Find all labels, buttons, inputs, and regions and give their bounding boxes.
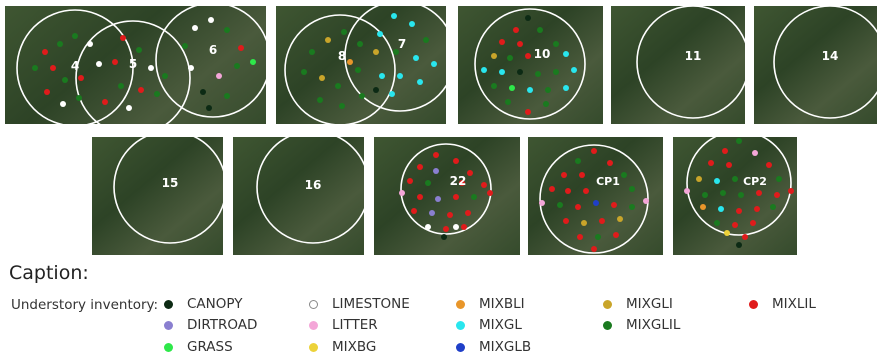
legend-dot — [309, 320, 318, 330]
plot-label: 10 — [534, 47, 551, 61]
dots-group — [481, 15, 577, 115]
legend-label: LIMESTONE — [332, 296, 410, 312]
plot-panel-8-7: 8 7 — [276, 6, 446, 124]
legend-item-mixglil: MIXGLIL — [603, 316, 680, 334]
dots-group — [539, 148, 649, 252]
plot-panel-cp2: CP2 — [673, 137, 797, 255]
legend-label: CANOPY — [187, 296, 243, 312]
plot-label: 22 — [450, 174, 467, 188]
dots-group — [684, 138, 794, 248]
legend-label: GRASS — [187, 339, 233, 355]
satellite-image: 8 7 — [284, 6, 446, 124]
plot-panel-22: 22 — [374, 137, 520, 255]
plot-label: 7 — [398, 37, 406, 51]
plot-panel-10: 10 — [458, 6, 603, 124]
legend-label: MIXBLI — [479, 296, 525, 312]
legend-dot — [603, 299, 612, 309]
satellite-image: 14 — [773, 6, 877, 119]
legend-label: LITTER — [332, 317, 378, 333]
plot-label: 14 — [822, 49, 839, 63]
satellite-image: 15 — [113, 137, 223, 244]
plot-label: 6 — [209, 43, 217, 57]
legend-dot — [309, 342, 318, 352]
plot-label: CP1 — [596, 175, 620, 188]
legend-item-dirtroad: DIRTROAD — [164, 316, 257, 334]
legend-dot — [456, 342, 465, 352]
legend-dot — [456, 299, 465, 309]
legend-dot — [309, 299, 318, 309]
legend-item-litter: LITTER — [309, 316, 378, 334]
caption-title: Caption: — [9, 262, 89, 284]
plot-label: 16 — [305, 178, 322, 192]
legend-label: MIXGLB — [479, 339, 532, 355]
satellite-image: CP2 — [684, 137, 794, 248]
satellite-image: 11 — [636, 6, 745, 119]
legend-item-mixglb: MIXGLB — [456, 338, 531, 356]
plot-panel-15: 15 — [92, 137, 223, 255]
legend-item-mixlil: MIXLIL — [749, 295, 816, 313]
legend-dot — [456, 320, 465, 330]
plot-label: 5 — [129, 57, 137, 71]
dots-group — [301, 13, 437, 109]
legend-label: MIXGLIL — [626, 317, 681, 333]
satellite-image: 4 5 6 — [16, 6, 266, 124]
legend-dot — [164, 342, 173, 352]
legend-label: MIXLIL — [772, 296, 816, 312]
legend-dot — [749, 299, 758, 309]
plot-panel-11: 11 — [611, 6, 745, 124]
legend-item-mixgl: MIXGL — [456, 316, 522, 334]
legend-item-mixbg: MIXBG — [309, 338, 376, 356]
legend-dot — [164, 320, 173, 330]
satellite-image: 10 — [474, 8, 586, 120]
plot-panel-4-5-6: 4 5 6 — [5, 6, 266, 124]
plot-panel-16: 16 — [233, 137, 364, 255]
legend-item-mixbli: MIXBLI — [456, 295, 525, 313]
legend-label: MIXGLI — [626, 296, 673, 312]
satellite-image: 16 — [256, 137, 364, 244]
legend-item-mixgli: MIXGLI — [603, 295, 673, 313]
plot-label: 8 — [338, 49, 346, 63]
plot-label: 15 — [162, 176, 179, 190]
satellite-image: CP1 — [539, 144, 649, 254]
dots-group — [32, 17, 256, 111]
satellite-image: 22 — [399, 143, 493, 240]
legend-item-grass: GRASS — [164, 338, 233, 356]
legend-dot — [603, 320, 612, 330]
legend-dot — [164, 299, 173, 309]
plot-label: 4 — [71, 59, 79, 73]
plot-panel-cp1: CP1 — [528, 137, 663, 255]
plot-label: 11 — [685, 49, 702, 63]
legend-intro: Understory inventory: — [11, 297, 159, 313]
dots-group — [399, 152, 493, 240]
plot-panel-14: 14 — [754, 6, 877, 124]
legend-label: MIXBG — [332, 339, 377, 355]
legend-label: MIXGL — [479, 317, 522, 333]
legend-item-canopy: CANOPY — [164, 295, 242, 313]
legend-label: DIRTROAD — [187, 317, 258, 333]
plot-label: CP2 — [743, 175, 767, 188]
legend-item-limestone: LIMESTONE — [309, 295, 410, 313]
